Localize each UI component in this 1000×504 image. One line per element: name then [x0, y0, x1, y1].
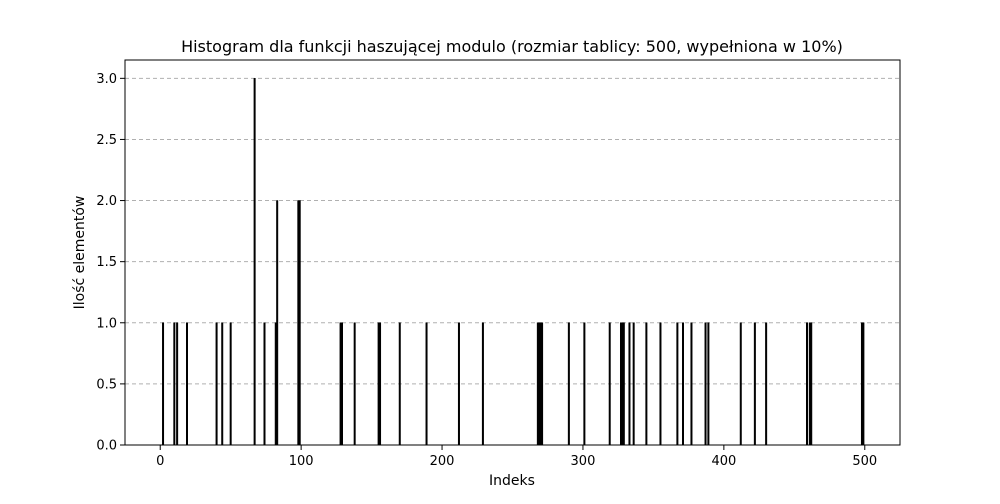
- histogram-bar: [162, 322, 165, 446]
- grid-lines: [125, 77, 900, 385]
- histogram-bar: [176, 322, 179, 446]
- histogram-bar: [862, 322, 865, 446]
- y-tick-label: 0.0: [96, 439, 117, 454]
- histogram-bar: [253, 78, 256, 446]
- x-tick-label: 300: [571, 454, 596, 469]
- histogram-bar: [229, 322, 232, 446]
- x-tick-label: 400: [711, 454, 736, 469]
- y-tick-label: 2.0: [96, 194, 117, 209]
- histogram-bar: [425, 322, 428, 446]
- histogram-bar: [753, 322, 756, 446]
- histogram-bar: [173, 322, 176, 446]
- histogram-bar: [186, 322, 189, 446]
- histogram-bar: [810, 322, 813, 446]
- histogram-bar: [353, 322, 356, 446]
- histogram-bar: [707, 322, 710, 446]
- histogram-bar: [221, 322, 224, 446]
- histogram-bar: [398, 322, 401, 446]
- plot-frame: [124, 59, 901, 446]
- histogram-bar: [628, 322, 631, 446]
- x-tick-label: 200: [430, 454, 455, 469]
- y-axis-ticks: 0.0 0.5 1.0 1.5 2.0 2.5 3.0: [96, 72, 125, 454]
- histogram-bar: [457, 322, 460, 446]
- histogram-bar: [567, 322, 570, 446]
- histogram-bar: [681, 322, 684, 446]
- y-tick-label: 0.5: [96, 377, 117, 392]
- histogram-bar: [622, 322, 625, 446]
- x-tick-label: 100: [289, 454, 314, 469]
- histogram-bar: [645, 322, 648, 446]
- histogram-bar: [805, 322, 808, 446]
- histogram-bar: [583, 322, 586, 446]
- histogram-bar: [276, 200, 279, 446]
- chart-title: Histogram dla funkcji haszującej modulo …: [181, 37, 843, 56]
- histogram-bar: [704, 322, 707, 446]
- histogram-bar: [215, 322, 218, 446]
- histogram-bar: [379, 322, 382, 446]
- y-axis-label: Ilość elementów: [72, 196, 88, 310]
- x-tick-label: 0: [156, 454, 164, 469]
- histogram-bar: [676, 322, 679, 446]
- x-tick-label: 500: [852, 454, 877, 469]
- histogram-bar: [340, 322, 343, 446]
- histogram-bar: [739, 322, 742, 446]
- y-tick-label: 1.5: [96, 255, 117, 270]
- x-axis-label: Indeks: [489, 473, 535, 489]
- histogram-bar: [481, 322, 484, 446]
- histogram-bar: [298, 200, 301, 446]
- histogram-bar: [690, 322, 693, 446]
- y-tick-label: 1.0: [96, 316, 117, 331]
- histogram-bar: [541, 322, 544, 446]
- y-tick-label: 2.5: [96, 133, 117, 148]
- histogram-bar: [608, 322, 611, 446]
- histogram-bar: [263, 322, 266, 446]
- histogram-bar: [659, 322, 662, 446]
- histogram-bar: [765, 322, 768, 446]
- y-tick-label: 3.0: [96, 72, 117, 87]
- histogram-bar: [632, 322, 635, 446]
- x-axis-ticks: 0 100 200 300 400 500: [156, 445, 877, 469]
